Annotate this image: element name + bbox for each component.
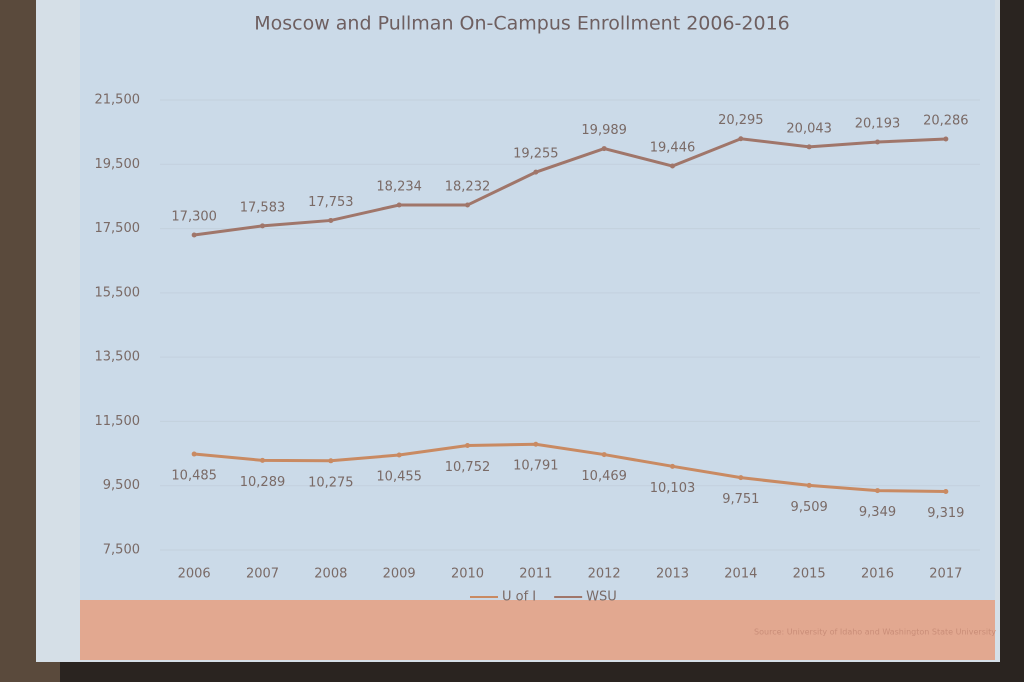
y-tick-label: 13,500 [95, 350, 141, 365]
value-label: 9,751 [722, 492, 759, 507]
x-tick-label: 2009 [383, 567, 416, 582]
value-label: 10,289 [240, 475, 286, 490]
point [670, 163, 675, 169]
slide [80, 0, 995, 620]
point [191, 451, 197, 457]
value-label: 18,232 [445, 180, 491, 195]
footer-band [80, 600, 995, 660]
value-label: 9,349 [859, 505, 896, 520]
x-tick-label: 2016 [861, 567, 894, 582]
x-tick-label: 2014 [724, 567, 757, 582]
x-tick-label: 2013 [656, 567, 689, 582]
point [533, 169, 539, 175]
point [396, 452, 402, 458]
value-label: 10,103 [650, 481, 696, 496]
point [260, 223, 265, 229]
point [875, 139, 880, 145]
point [738, 475, 744, 481]
value-label: 20,295 [718, 113, 764, 128]
point [601, 452, 607, 458]
point [260, 457, 265, 463]
x-tick-label: 2007 [246, 567, 279, 582]
x-tick-label: 2017 [929, 567, 962, 582]
point [806, 482, 812, 488]
point [943, 136, 949, 142]
value-label: 18,234 [376, 179, 422, 194]
point [396, 202, 402, 208]
y-tick-label: 9,500 [103, 478, 140, 493]
value-label: 20,286 [923, 114, 969, 129]
value-label: 20,043 [786, 121, 832, 136]
value-label: 20,193 [855, 117, 901, 132]
value-label: 17,583 [240, 200, 286, 215]
value-label: 17,753 [308, 195, 354, 210]
point [191, 232, 197, 238]
point [601, 146, 607, 152]
legend-label: WSU [586, 590, 617, 605]
x-tick-label: 2011 [519, 567, 552, 582]
source: Source: University of Idaho and Washingt… [754, 628, 996, 637]
x-tick-label: 2008 [314, 567, 347, 582]
value-label: 19,255 [513, 147, 559, 162]
value-label: 19,446 [650, 141, 696, 156]
value-label: 9,509 [791, 500, 828, 515]
point [465, 202, 470, 208]
value-label: 10,275 [308, 475, 354, 490]
value-label: 19,989 [581, 123, 627, 138]
x-tick-label: 2010 [451, 567, 484, 582]
value-label: 17,300 [171, 210, 217, 225]
point [670, 463, 675, 469]
y-tick-label: 11,500 [95, 414, 141, 429]
x-tick-label: 2006 [178, 567, 211, 582]
series-line [194, 442, 946, 494]
value-label: 10,455 [376, 470, 422, 485]
x-tick-label: 2015 [793, 567, 826, 582]
point [328, 217, 334, 223]
point [943, 489, 949, 495]
value-label: 10,791 [513, 459, 559, 474]
value-label: 10,752 [445, 460, 491, 475]
value-label: 10,469 [581, 469, 627, 484]
point [533, 441, 539, 447]
point [875, 488, 880, 494]
y-tick-label: 17,500 [95, 221, 141, 236]
x-tick-label: 2012 [588, 567, 621, 582]
point [328, 458, 334, 464]
point [806, 144, 812, 150]
y-tick-label: 15,500 [95, 285, 141, 300]
value-label: 9,319 [927, 506, 964, 521]
point [738, 136, 744, 142]
y-tick-label: 19,500 [95, 157, 141, 172]
y-tick-label: 7,500 [103, 543, 140, 558]
legend-label: U of I [502, 590, 536, 605]
series-line [193, 137, 946, 237]
point [465, 442, 470, 448]
value-label: 10,485 [171, 469, 217, 484]
y-tick-label: 21,500 [95, 93, 141, 108]
chart-title: Moscow and Pullman On-Campus Enrollment … [254, 13, 790, 35]
